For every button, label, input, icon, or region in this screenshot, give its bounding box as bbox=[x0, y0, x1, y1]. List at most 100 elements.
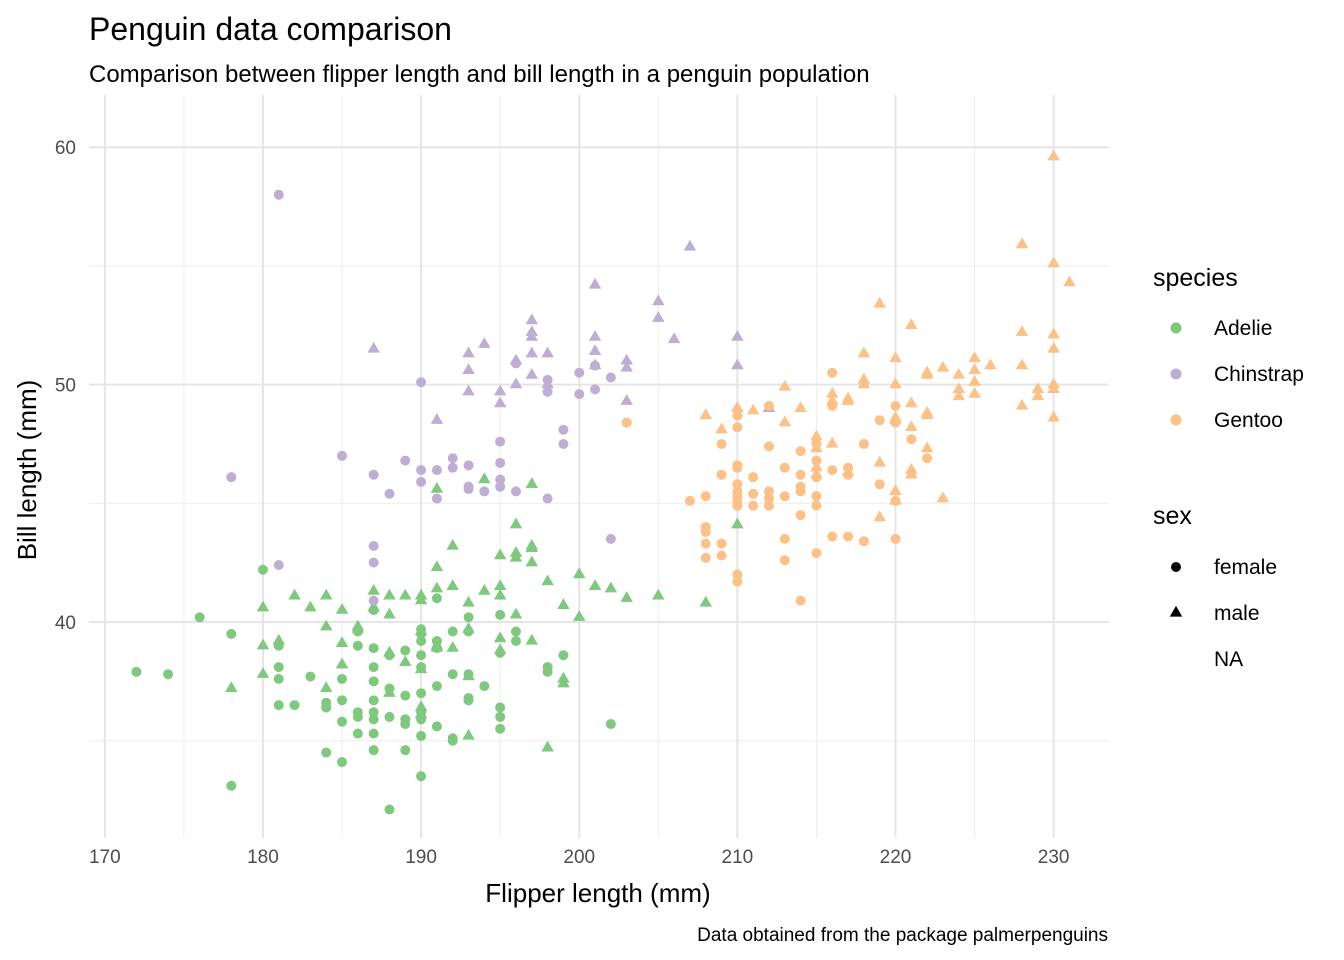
data-point-gentoo-male bbox=[1047, 256, 1060, 268]
x-tick-label: 170 bbox=[89, 847, 121, 868]
data-point-adelie-female bbox=[368, 714, 379, 725]
data-point-gentoo-male bbox=[826, 386, 839, 398]
data-point-gentoo-male bbox=[905, 420, 918, 432]
data-point-gentoo-female bbox=[779, 555, 790, 566]
data-point-adelie-male bbox=[525, 633, 539, 645]
data-point-adelie-female bbox=[384, 804, 395, 815]
data-point-chinstrap-female bbox=[431, 465, 442, 476]
data-point-adelie-male bbox=[351, 619, 365, 631]
data-point-adelie-female bbox=[447, 626, 458, 637]
data-point-gentoo-male bbox=[778, 379, 792, 391]
data-point-adelie-female bbox=[226, 780, 237, 791]
data-point-gentoo-male bbox=[810, 429, 823, 441]
data-point-adelie-male bbox=[572, 610, 586, 621]
data-point-chinstrap-female bbox=[574, 389, 585, 400]
data-point-adelie-male bbox=[557, 676, 570, 688]
data-point-adelie-male bbox=[620, 591, 633, 602]
data-point-chinstrap-female bbox=[558, 438, 569, 449]
legend-key-adelie bbox=[1170, 322, 1182, 334]
data-point-adelie-male bbox=[383, 588, 396, 600]
data-point-gentoo-female bbox=[811, 500, 822, 511]
data-point-adelie-male bbox=[557, 598, 570, 610]
data-point-adelie-female bbox=[416, 688, 427, 699]
data-point-adelie-male bbox=[414, 707, 428, 719]
data-point-adelie-female bbox=[542, 666, 553, 677]
data-point-adelie-female bbox=[368, 695, 379, 706]
data-point-gentoo-female bbox=[827, 367, 838, 378]
data-point-adelie-female bbox=[163, 669, 174, 680]
data-point-adelie-male bbox=[446, 579, 459, 591]
data-point-adelie-male bbox=[430, 581, 444, 593]
data-point-gentoo-male bbox=[952, 367, 966, 379]
data-point-adelie-female bbox=[368, 662, 379, 673]
data-point-adelie-female bbox=[431, 721, 442, 732]
data-point-chinstrap-male bbox=[509, 353, 523, 365]
data-point-adelie-male bbox=[319, 619, 333, 631]
data-point-gentoo-female bbox=[811, 548, 822, 559]
data-point-adelie-female bbox=[400, 719, 411, 730]
data-point-chinstrap-female bbox=[273, 189, 284, 200]
data-point-adelie-female bbox=[463, 695, 474, 706]
x-tick-label: 200 bbox=[563, 847, 595, 868]
data-point-adelie-female bbox=[273, 662, 284, 673]
data-point-adelie-male bbox=[335, 602, 349, 614]
data-point-gentoo-female bbox=[748, 488, 759, 499]
data-point-chinstrap-male bbox=[588, 344, 602, 356]
x-tick-label: 190 bbox=[405, 847, 437, 868]
data-point-chinstrap-male bbox=[525, 313, 539, 325]
data-point-chinstrap-male bbox=[541, 377, 554, 389]
data-point-gentoo-female bbox=[732, 462, 743, 473]
data-point-chinstrap-male bbox=[493, 384, 507, 396]
data-point-gentoo-male bbox=[1015, 398, 1029, 410]
data-point-gentoo-female bbox=[716, 550, 727, 561]
data-point-chinstrap-male bbox=[731, 358, 744, 370]
data-point-adelie-male bbox=[256, 667, 270, 678]
data-point-gentoo-male bbox=[920, 408, 934, 420]
data-point-adelie-female bbox=[431, 681, 442, 692]
data-point-gentoo-male bbox=[952, 389, 966, 401]
data-point-gentoo-female bbox=[700, 526, 711, 537]
data-point-adelie-female bbox=[368, 745, 379, 756]
data-point-gentoo-male bbox=[873, 455, 886, 467]
data-point-adelie-male bbox=[462, 669, 475, 681]
data-point-chinstrap-female bbox=[542, 493, 553, 504]
data-point-adelie-female bbox=[273, 673, 284, 684]
data-point-gentoo-male bbox=[731, 401, 744, 413]
legend-label-chinstrap: Chinstrap bbox=[1214, 363, 1304, 386]
x-tick-label: 230 bbox=[1038, 847, 1070, 868]
data-point-adelie-female bbox=[273, 700, 284, 711]
data-point-gentoo-male bbox=[1015, 237, 1029, 249]
data-point-gentoo-male bbox=[1031, 389, 1045, 401]
data-point-chinstrap-male bbox=[509, 377, 523, 389]
x-axis-title: Flipper length (mm) bbox=[485, 878, 710, 908]
data-point-chinstrap-male bbox=[478, 337, 491, 348]
data-point-adelie-female bbox=[495, 702, 506, 713]
data-point-gentoo-male bbox=[1015, 358, 1029, 370]
data-point-chinstrap-female bbox=[447, 462, 458, 473]
data-point-chinstrap-male bbox=[588, 277, 602, 289]
data-point-adelie-female bbox=[495, 609, 506, 620]
data-point-gentoo-female bbox=[858, 438, 869, 449]
data-point-chinstrap-female bbox=[574, 367, 585, 378]
data-point-adelie-male bbox=[493, 548, 507, 560]
data-point-adelie-female bbox=[447, 669, 458, 680]
data-point-chinstrap-female bbox=[400, 455, 411, 466]
data-point-adelie-male bbox=[430, 560, 444, 572]
legend-label-na: NA bbox=[1214, 648, 1243, 671]
data-point-gentoo-female bbox=[732, 576, 743, 587]
x-tick-label: 210 bbox=[722, 847, 754, 868]
chart-caption: Data obtained from the package palmerpen… bbox=[697, 925, 1108, 946]
chart-title: Penguin data comparison bbox=[89, 11, 452, 47]
data-point-gentoo-female bbox=[795, 486, 806, 497]
data-point-adelie-male bbox=[509, 550, 523, 562]
data-point-chinstrap-male bbox=[525, 329, 539, 341]
data-point-chinstrap-female bbox=[558, 424, 569, 435]
data-point-adelie-female bbox=[447, 733, 458, 744]
data-point-chinstrap-male bbox=[731, 329, 744, 341]
data-point-gentoo-female bbox=[764, 493, 774, 504]
data-point-adelie-female bbox=[416, 771, 427, 782]
data-point-gentoo-male bbox=[952, 382, 966, 394]
data-point-adelie-male bbox=[430, 640, 444, 652]
data-point-gentoo-female bbox=[732, 410, 743, 421]
